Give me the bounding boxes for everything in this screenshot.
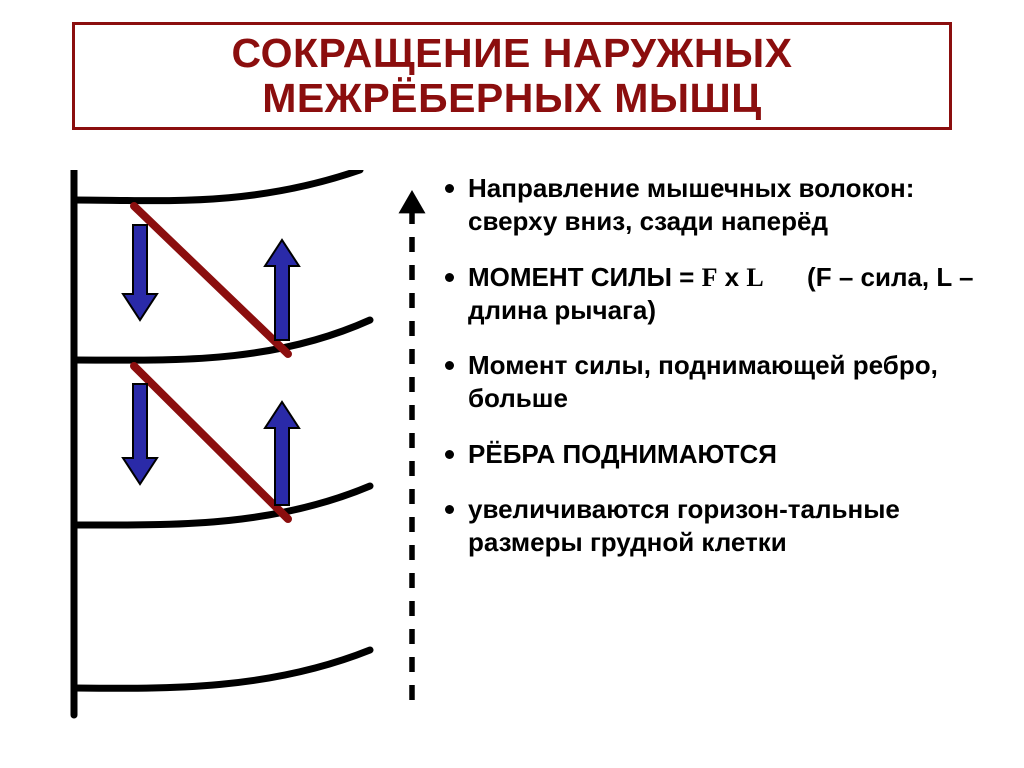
bullet-text: Момент силы, поднимающей ребро, больше [468, 349, 1000, 416]
bullet-text: увеличиваются горизон-тальные размеры гр… [468, 493, 1000, 560]
bullet-dot [445, 450, 454, 459]
title-box: СОКРАЩЕНИЕ НАРУЖНЫХ МЕЖРЁБЕРНЫХ МЫШЦ [72, 22, 952, 130]
bullet-dot [445, 184, 454, 193]
rib-diagram [40, 170, 440, 730]
bullet-text: Направление мышечных волокон: сверху вни… [468, 172, 1000, 239]
bullet-dot [445, 273, 454, 282]
title-line1: СОКРАЩЕНИЕ НАРУЖНЫХ [85, 31, 939, 76]
bullet-text: МОМЕНТ СИЛЫ = F x L (F – сила, L – длина… [468, 261, 1000, 328]
bullet-item: увеличиваются горизон-тальные размеры гр… [445, 493, 1000, 560]
bullet-dot [445, 361, 454, 370]
bullet-item: РЁБРА ПОДНИМАЮТСЯ [445, 438, 1000, 471]
bullet-text: РЁБРА ПОДНИМАЮТСЯ [468, 438, 777, 471]
bullet-item: Момент силы, поднимающей ребро, больше [445, 349, 1000, 416]
bullet-item: Направление мышечных волокон: сверху вни… [445, 172, 1000, 239]
bullet-item: МОМЕНТ СИЛЫ = F x L (F – сила, L – длина… [445, 261, 1000, 328]
bullet-dot [445, 505, 454, 514]
bullet-list: Направление мышечных волокон: сверху вни… [445, 172, 1000, 581]
title-line2: МЕЖРЁБЕРНЫХ МЫШЦ [85, 76, 939, 121]
